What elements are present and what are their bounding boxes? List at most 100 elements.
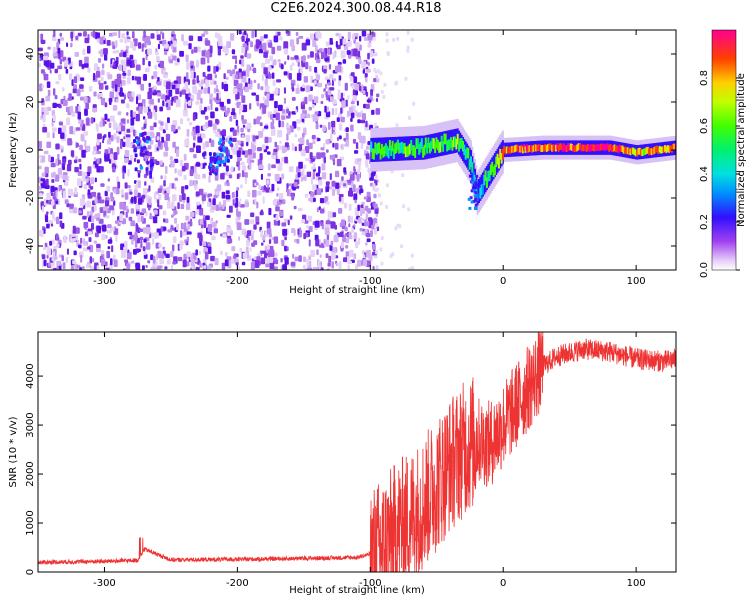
noise-cell [140, 240, 143, 248]
noise-cell [318, 266, 321, 270]
band-core [592, 144, 595, 151]
noise-cell [225, 190, 230, 195]
noise-cell [52, 46, 57, 53]
noise-cell [169, 182, 172, 189]
noise-cell [283, 218, 289, 223]
band-core [553, 144, 556, 152]
noise-cell [103, 48, 108, 55]
noise-cell [83, 221, 89, 229]
noise-cell [180, 118, 183, 125]
band-core [536, 144, 539, 152]
noise-cell [99, 166, 103, 173]
noise-cell [246, 38, 250, 42]
noise-cell [122, 72, 127, 76]
colorbar-axes: 0.00.20.40.60.8 [699, 70, 740, 278]
noise-cell [237, 216, 241, 220]
noise-cell [157, 188, 162, 193]
noise-cell [195, 162, 201, 167]
noise-cell [102, 135, 105, 141]
noise-cell [39, 185, 42, 191]
noise-cell [90, 177, 95, 185]
noise-cell [171, 31, 175, 35]
band-core [541, 145, 544, 152]
noise-cell [46, 211, 49, 215]
noise-cell [207, 73, 213, 80]
noise-cell [169, 156, 173, 161]
noise-cell [40, 178, 46, 182]
noise-cell [207, 243, 212, 247]
band-core [446, 140, 449, 152]
noise-cell [66, 203, 70, 208]
noise-cell [265, 187, 270, 193]
noise-cell [163, 44, 169, 49]
noise-cell [225, 194, 231, 200]
band-core [648, 148, 651, 156]
noise-cell [168, 89, 173, 97]
noise-cell [209, 45, 213, 54]
noise-cell [112, 45, 116, 50]
band-core [605, 143, 608, 151]
noise-cell [340, 92, 343, 101]
noise-cell [329, 87, 335, 91]
noise-cell [294, 256, 299, 262]
band-core [501, 148, 504, 160]
noise-cell [348, 203, 352, 211]
noise-cell [323, 69, 327, 74]
noise-cell [312, 267, 318, 270]
noise-cell [254, 260, 260, 268]
noise-cell [326, 41, 330, 47]
noise-cell [104, 235, 108, 239]
noise-cell [83, 131, 88, 136]
noise-cell [248, 84, 253, 90]
noise-cell [108, 122, 112, 128]
noise-cell [338, 195, 342, 202]
noise-cell [196, 145, 201, 153]
noise-cell [195, 174, 201, 180]
noise-cell [165, 102, 169, 108]
noise-cell [201, 133, 206, 139]
noise-cell [122, 268, 126, 270]
noise-cell [226, 171, 229, 177]
colorbar-tick-label: 0.2 [699, 214, 710, 230]
noise-cell [375, 250, 379, 255]
noise-cell [271, 128, 276, 136]
noise-cell [75, 127, 81, 131]
noise-cell [81, 149, 86, 158]
noise-cell [38, 62, 41, 68]
noise-cell [137, 170, 142, 173]
noise-cell [180, 203, 185, 210]
band-core [609, 144, 612, 151]
spectrogram-signal-band [370, 118, 676, 215]
noise-cell [107, 178, 110, 182]
band-core [547, 144, 550, 151]
noise-cell [79, 84, 84, 89]
noise-cell [174, 129, 178, 133]
noise-cell [183, 40, 188, 46]
noise-cell [126, 52, 129, 57]
noise-cell [279, 193, 284, 200]
noise-cell [123, 64, 127, 72]
noise-cell [304, 267, 307, 270]
noise-cell [208, 175, 211, 183]
band-core [654, 145, 657, 153]
noise-cell [126, 263, 130, 270]
noise-cell [186, 62, 190, 70]
noise-cell [303, 164, 307, 169]
noise-cell [359, 210, 363, 217]
band-core [513, 145, 516, 153]
noise-cell [353, 166, 356, 172]
band-core [392, 148, 395, 159]
band-core [576, 144, 579, 152]
band-core [608, 145, 611, 152]
band-core [372, 149, 375, 160]
noise-cell [181, 165, 186, 172]
noise-cell [248, 162, 252, 170]
blob-cell [214, 171, 218, 176]
band-core [520, 144, 523, 152]
y-tick-label: 0 [25, 569, 36, 575]
noise-cell [190, 267, 193, 270]
band-core [565, 145, 568, 152]
noise-cell [103, 206, 108, 211]
noise-cell [234, 203, 239, 208]
noise-cell [320, 100, 324, 105]
